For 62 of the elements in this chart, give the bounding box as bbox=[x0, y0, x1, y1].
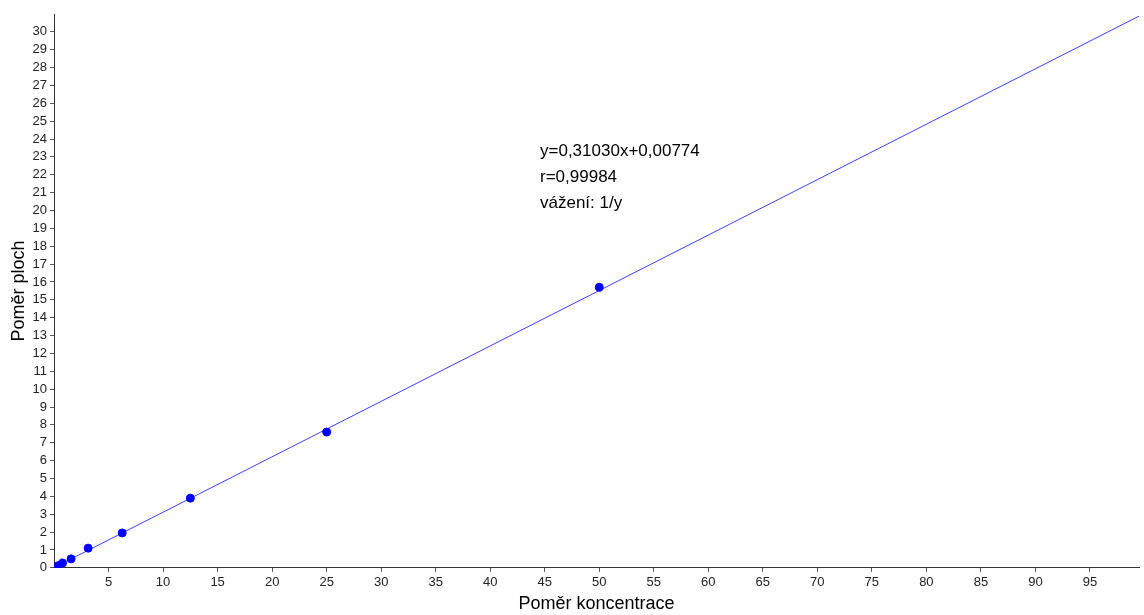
point bbox=[185, 493, 195, 503]
x-tick-label: 30 bbox=[373, 574, 389, 590]
annotation: vážení: 1/y bbox=[540, 192, 624, 214]
y-tick-label: 29 bbox=[32, 41, 48, 57]
y-tick-label: 30 bbox=[32, 23, 48, 39]
x-tick-label: 60 bbox=[701, 574, 716, 590]
x-tick-label: 70 bbox=[810, 574, 825, 590]
y-tick-label: 13 bbox=[32, 327, 48, 343]
x-tick-label: 45 bbox=[537, 574, 552, 590]
y-tick-label: 6 bbox=[39, 452, 48, 468]
point bbox=[58, 558, 68, 568]
y-tick-label: 8 bbox=[39, 416, 48, 432]
y-tick-label: 16 bbox=[32, 273, 48, 289]
point bbox=[117, 528, 127, 538]
x-tick-label: 90 bbox=[1028, 574, 1043, 590]
point bbox=[322, 427, 332, 437]
x-tick-label: 95 bbox=[1082, 574, 1098, 590]
y-tick-label: 27 bbox=[32, 77, 48, 93]
x-tick-label: 50 bbox=[592, 574, 607, 590]
y-tick-label: 21 bbox=[32, 184, 48, 200]
x-axis-title: Poměr koncentrace bbox=[518, 593, 675, 614]
x-tick-label: 65 bbox=[755, 574, 771, 590]
x-tick-label: 5 bbox=[104, 574, 113, 590]
annotation: y=0,31030x+0,00774 bbox=[540, 140, 700, 162]
point bbox=[66, 554, 76, 564]
y-tick-label: 4 bbox=[39, 487, 48, 503]
x-tick-label: 25 bbox=[319, 574, 334, 590]
y-axis-title: Poměr ploch bbox=[7, 240, 28, 342]
y-tick-label: 17 bbox=[32, 255, 48, 271]
y-tick-label: 7 bbox=[39, 434, 48, 450]
x-tick-label: 85 bbox=[973, 574, 989, 590]
y-tick-label: 2 bbox=[39, 523, 48, 539]
y-tick-label: 3 bbox=[39, 505, 48, 521]
x-tick-label: 75 bbox=[864, 574, 880, 590]
y-tick-label: 15 bbox=[32, 291, 48, 307]
x-tick-label: 20 bbox=[264, 574, 280, 590]
y-tick-label: 20 bbox=[32, 202, 48, 218]
y-tick-label: 10 bbox=[32, 380, 48, 396]
y-tick-label: 25 bbox=[32, 112, 48, 128]
x-tick-label: 35 bbox=[428, 574, 443, 590]
y-tick-label: 24 bbox=[32, 130, 48, 146]
y-tick-label: 23 bbox=[32, 148, 48, 164]
y-tick-label: 18 bbox=[32, 237, 48, 253]
x-tick-label: 80 bbox=[919, 574, 934, 590]
y-tick-label: 19 bbox=[32, 219, 48, 235]
y-tick-label: 14 bbox=[32, 309, 48, 325]
y-tick-label: 1 bbox=[39, 541, 48, 557]
annotation: r=0,99984 bbox=[540, 166, 619, 188]
y-tick-label: 28 bbox=[32, 59, 48, 75]
x-tick-label: 55 bbox=[646, 574, 662, 590]
x-tick-label: 15 bbox=[210, 574, 225, 590]
y-tick-label: 26 bbox=[32, 94, 48, 110]
point bbox=[594, 282, 604, 292]
y-tick-label: 0 bbox=[39, 559, 48, 575]
y-tick-label: 11 bbox=[33, 362, 48, 378]
y-tick-label: 12 bbox=[32, 345, 48, 360]
y-tick-label: 9 bbox=[39, 398, 48, 414]
x-tick-label: 40 bbox=[482, 574, 498, 590]
y-tick-label: 5 bbox=[39, 470, 48, 486]
y-tick-label: 22 bbox=[32, 166, 48, 182]
point bbox=[83, 543, 93, 553]
x-tick-label: 10 bbox=[155, 574, 171, 590]
